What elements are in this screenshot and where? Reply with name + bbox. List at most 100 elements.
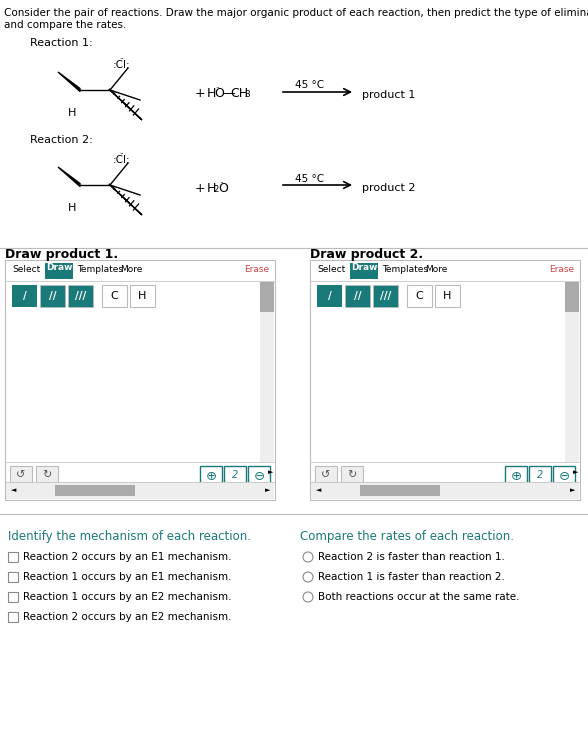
- Bar: [350, 263, 378, 279]
- Bar: [224, 466, 246, 484]
- Text: Templates: Templates: [382, 265, 428, 274]
- Bar: [55, 485, 135, 496]
- Bar: [315, 466, 337, 484]
- Polygon shape: [109, 184, 142, 215]
- Text: C: C: [111, 291, 118, 301]
- Text: ↻: ↻: [42, 470, 52, 480]
- Text: Draw: Draw: [351, 262, 377, 271]
- Text: ..: ..: [215, 83, 219, 89]
- Text: Reaction 1 occurs by an E1 mechanism.: Reaction 1 occurs by an E1 mechanism.: [23, 572, 232, 582]
- Text: 45 °C: 45 °C: [295, 174, 325, 184]
- Text: Select: Select: [317, 265, 345, 274]
- Text: and compare the rates.: and compare the rates.: [4, 20, 126, 30]
- Text: /: /: [328, 291, 332, 301]
- Bar: [102, 285, 127, 307]
- Bar: [317, 285, 342, 307]
- Text: ⊕: ⊕: [510, 470, 522, 483]
- Circle shape: [303, 572, 313, 582]
- Bar: [248, 466, 270, 484]
- Text: O: O: [218, 182, 228, 195]
- Text: H: H: [443, 291, 452, 301]
- Text: ↻: ↻: [348, 470, 357, 480]
- Text: O: O: [214, 87, 224, 100]
- Text: Reaction 2 occurs by an E1 mechanism.: Reaction 2 occurs by an E1 mechanism.: [23, 552, 232, 562]
- Text: Reaction 1 occurs by an E2 mechanism.: Reaction 1 occurs by an E2 mechanism.: [23, 592, 232, 602]
- Bar: [373, 285, 398, 307]
- Text: H: H: [207, 182, 216, 195]
- Text: ↺: ↺: [16, 470, 26, 480]
- Bar: [529, 466, 551, 484]
- Text: product 2: product 2: [362, 183, 416, 193]
- Text: 3: 3: [244, 90, 250, 99]
- Text: 2: 2: [213, 185, 218, 194]
- Text: H: H: [68, 203, 76, 213]
- Text: Reaction 1:: Reaction 1:: [30, 38, 93, 48]
- Text: ⊖: ⊖: [253, 470, 265, 483]
- Text: Consider the pair of reactions. Draw the major organic product of each reaction,: Consider the pair of reactions. Draw the…: [4, 8, 588, 18]
- Bar: [130, 285, 155, 307]
- Text: ►: ►: [573, 469, 579, 475]
- Text: //: //: [354, 291, 361, 301]
- Bar: [311, 482, 579, 499]
- Bar: [40, 285, 65, 307]
- Bar: [553, 466, 575, 484]
- Text: Identify the mechanism of each reaction.: Identify the mechanism of each reaction.: [8, 530, 251, 543]
- Bar: [36, 466, 58, 484]
- Bar: [505, 466, 527, 484]
- Bar: [345, 285, 370, 307]
- Bar: [8, 612, 18, 622]
- Text: Draw: Draw: [46, 262, 72, 271]
- Text: Draw product 2.: Draw product 2.: [310, 248, 423, 261]
- Bar: [407, 285, 432, 307]
- Text: Compare the rates of each reaction.: Compare the rates of each reaction.: [300, 530, 514, 543]
- Text: //: //: [49, 291, 56, 301]
- Text: —: —: [222, 87, 235, 100]
- Text: ◄: ◄: [11, 487, 16, 493]
- Bar: [260, 282, 274, 462]
- Polygon shape: [58, 167, 80, 186]
- Polygon shape: [58, 72, 80, 91]
- Bar: [6, 261, 274, 281]
- Text: ►: ►: [570, 487, 575, 493]
- Text: ..: ..: [120, 149, 124, 155]
- Text: H: H: [68, 108, 76, 118]
- Text: CH: CH: [230, 87, 248, 100]
- Text: Templates: Templates: [77, 265, 123, 274]
- Text: More: More: [425, 265, 447, 274]
- Bar: [310, 260, 580, 500]
- Text: Erase: Erase: [244, 265, 269, 274]
- Text: C: C: [416, 291, 423, 301]
- Bar: [311, 261, 579, 281]
- Text: ►: ►: [268, 469, 273, 475]
- Bar: [435, 285, 460, 307]
- Text: Reaction 2 is faster than reaction 1.: Reaction 2 is faster than reaction 1.: [318, 552, 505, 562]
- Circle shape: [303, 552, 313, 562]
- Text: :Cl:: :Cl:: [113, 155, 131, 165]
- Bar: [8, 592, 18, 602]
- Text: ⊕: ⊕: [205, 470, 216, 483]
- Text: ►: ►: [265, 487, 270, 493]
- Circle shape: [303, 592, 313, 602]
- Text: Reaction 2:: Reaction 2:: [30, 135, 93, 145]
- Text: ◄: ◄: [316, 487, 322, 493]
- Bar: [6, 482, 274, 499]
- Bar: [8, 552, 18, 562]
- Text: ..: ..: [219, 178, 223, 184]
- Text: 45 °C: 45 °C: [295, 80, 325, 90]
- Text: :Cl:: :Cl:: [113, 60, 131, 70]
- Text: Reaction 2 occurs by an E2 mechanism.: Reaction 2 occurs by an E2 mechanism.: [23, 612, 232, 622]
- Bar: [565, 282, 579, 462]
- Text: ///: ///: [380, 291, 391, 301]
- Bar: [565, 282, 579, 312]
- Bar: [360, 485, 440, 496]
- Bar: [12, 285, 37, 307]
- Text: H: H: [207, 87, 216, 100]
- Text: product 1: product 1: [362, 90, 415, 100]
- Text: ⊖: ⊖: [559, 470, 570, 483]
- Text: H: H: [138, 291, 146, 301]
- Text: +: +: [195, 182, 206, 195]
- Text: 2: 2: [537, 470, 543, 480]
- Text: ///: ///: [75, 291, 86, 301]
- Text: Erase: Erase: [549, 265, 574, 274]
- Bar: [45, 263, 73, 279]
